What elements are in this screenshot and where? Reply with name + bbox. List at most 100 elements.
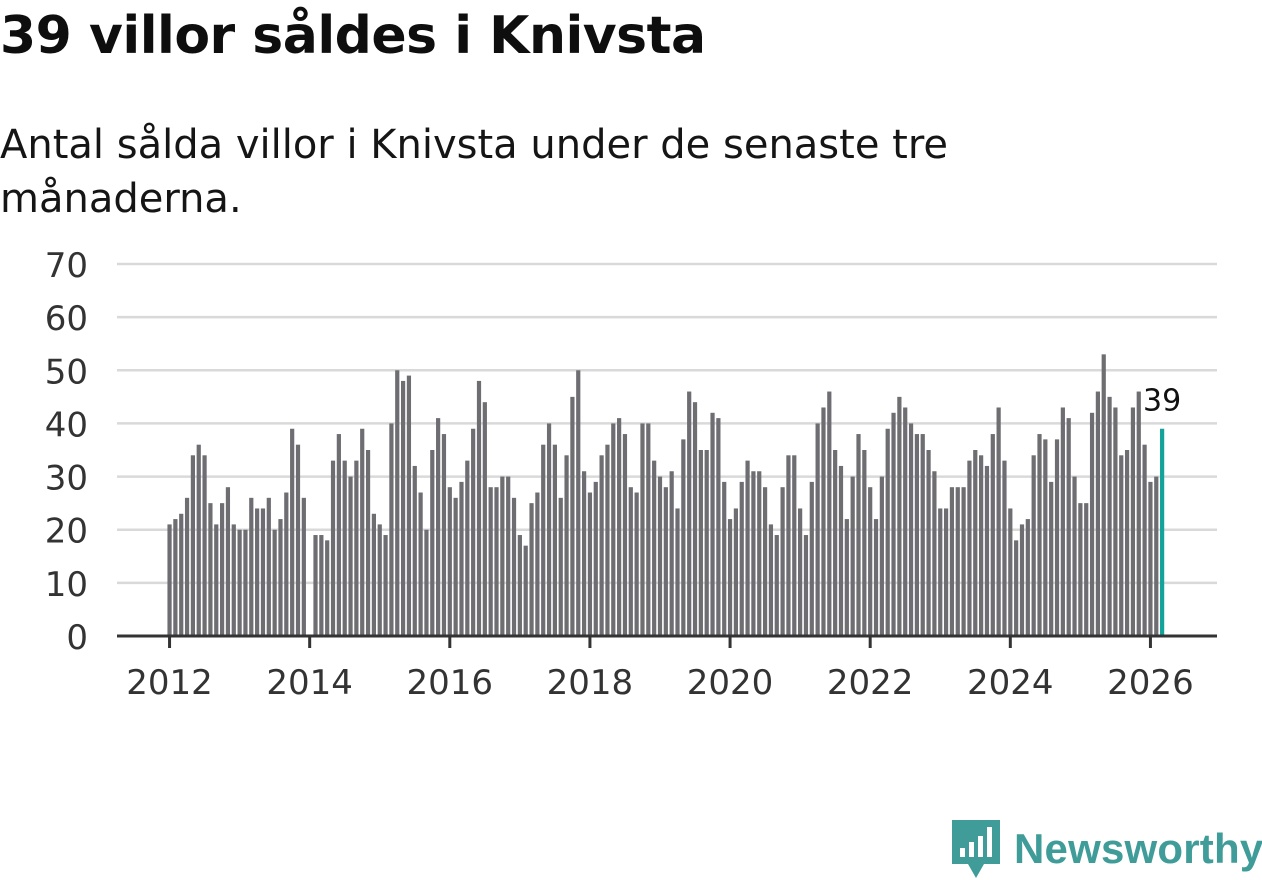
bar bbox=[949, 487, 955, 636]
bar bbox=[249, 497, 254, 636]
bar bbox=[885, 428, 890, 636]
bar bbox=[768, 524, 774, 636]
bar bbox=[360, 428, 365, 636]
bar bbox=[1019, 524, 1025, 636]
bar bbox=[792, 455, 797, 636]
bar bbox=[798, 508, 803, 636]
axes bbox=[117, 634, 1217, 648]
bar bbox=[727, 519, 733, 636]
bar bbox=[850, 476, 855, 636]
bar bbox=[979, 455, 984, 636]
bar bbox=[453, 497, 458, 636]
bar bbox=[663, 487, 668, 636]
bar bbox=[1148, 481, 1153, 636]
bar bbox=[278, 519, 283, 636]
bar bbox=[290, 428, 295, 636]
bar bbox=[529, 503, 534, 636]
bar bbox=[868, 487, 873, 636]
y-tick-label: 70 bbox=[45, 246, 88, 286]
bar bbox=[541, 444, 546, 636]
bar bbox=[1072, 476, 1077, 636]
newsworthy-logo-icon bbox=[952, 820, 1000, 878]
x-tick-label: 2014 bbox=[266, 663, 353, 703]
bar bbox=[926, 450, 931, 636]
bar bbox=[179, 513, 184, 636]
bar bbox=[1078, 503, 1083, 636]
bar bbox=[365, 450, 371, 636]
bar bbox=[908, 423, 914, 636]
bar bbox=[739, 481, 744, 636]
bar bbox=[622, 434, 628, 636]
bar bbox=[1014, 540, 1019, 636]
bar bbox=[430, 450, 435, 636]
bar bbox=[687, 391, 692, 636]
bar bbox=[459, 481, 464, 636]
bar bbox=[873, 519, 879, 636]
bar bbox=[237, 529, 242, 636]
bar bbox=[500, 476, 505, 636]
x-tick-label: 2016 bbox=[407, 663, 494, 703]
bar bbox=[698, 450, 703, 636]
bar bbox=[395, 370, 400, 636]
bar bbox=[932, 471, 937, 636]
bar bbox=[535, 492, 540, 636]
bar bbox=[342, 460, 347, 636]
bar bbox=[313, 535, 318, 636]
bar bbox=[821, 407, 826, 636]
bar bbox=[1089, 412, 1095, 636]
bar bbox=[838, 465, 844, 636]
bar bbox=[996, 407, 1001, 636]
bar bbox=[938, 508, 943, 636]
bar bbox=[1142, 444, 1147, 636]
bar bbox=[377, 524, 382, 636]
bar bbox=[196, 444, 201, 636]
bar bbox=[219, 503, 225, 636]
y-tick-label: 40 bbox=[45, 405, 88, 445]
chart-subtitle: Antal sålda villor i Knivsta under de se… bbox=[0, 122, 949, 222]
y-tick-label: 10 bbox=[45, 565, 88, 605]
bar bbox=[628, 487, 633, 636]
bar bbox=[1008, 508, 1013, 636]
bar bbox=[762, 487, 768, 636]
bar bbox=[1101, 354, 1106, 636]
highlight-label-halo: 39 bbox=[1143, 384, 1181, 419]
bar bbox=[704, 450, 709, 636]
bar bbox=[1113, 407, 1118, 636]
bar bbox=[640, 423, 645, 636]
bar bbox=[202, 455, 207, 636]
bar bbox=[1107, 396, 1112, 636]
bar bbox=[260, 508, 266, 636]
bar bbox=[214, 524, 219, 636]
bar bbox=[1043, 439, 1048, 636]
bar bbox=[523, 545, 528, 636]
bar bbox=[751, 471, 756, 636]
bar bbox=[441, 434, 447, 636]
bar bbox=[330, 460, 336, 636]
bar bbox=[710, 412, 715, 636]
bar bbox=[1002, 460, 1007, 636]
bar bbox=[1084, 503, 1089, 636]
bar bbox=[447, 487, 452, 636]
bar bbox=[617, 418, 622, 636]
bar bbox=[990, 434, 995, 636]
bar bbox=[354, 460, 359, 636]
bar bbox=[570, 396, 575, 636]
x-tick-label: 2022 bbox=[827, 663, 914, 703]
bar bbox=[955, 487, 960, 636]
bar bbox=[511, 497, 517, 636]
bar bbox=[833, 450, 838, 636]
bar bbox=[1130, 407, 1136, 636]
bar bbox=[465, 460, 470, 636]
bar bbox=[611, 423, 616, 636]
bar bbox=[482, 402, 487, 636]
bar bbox=[552, 444, 557, 636]
bar bbox=[1025, 519, 1030, 636]
bar bbox=[827, 391, 832, 636]
bar bbox=[669, 471, 674, 636]
gridlines bbox=[117, 262, 1217, 585]
bar bbox=[897, 396, 902, 636]
bar bbox=[167, 524, 172, 636]
bar bbox=[406, 375, 412, 636]
bar bbox=[780, 487, 785, 636]
bar bbox=[266, 497, 271, 636]
